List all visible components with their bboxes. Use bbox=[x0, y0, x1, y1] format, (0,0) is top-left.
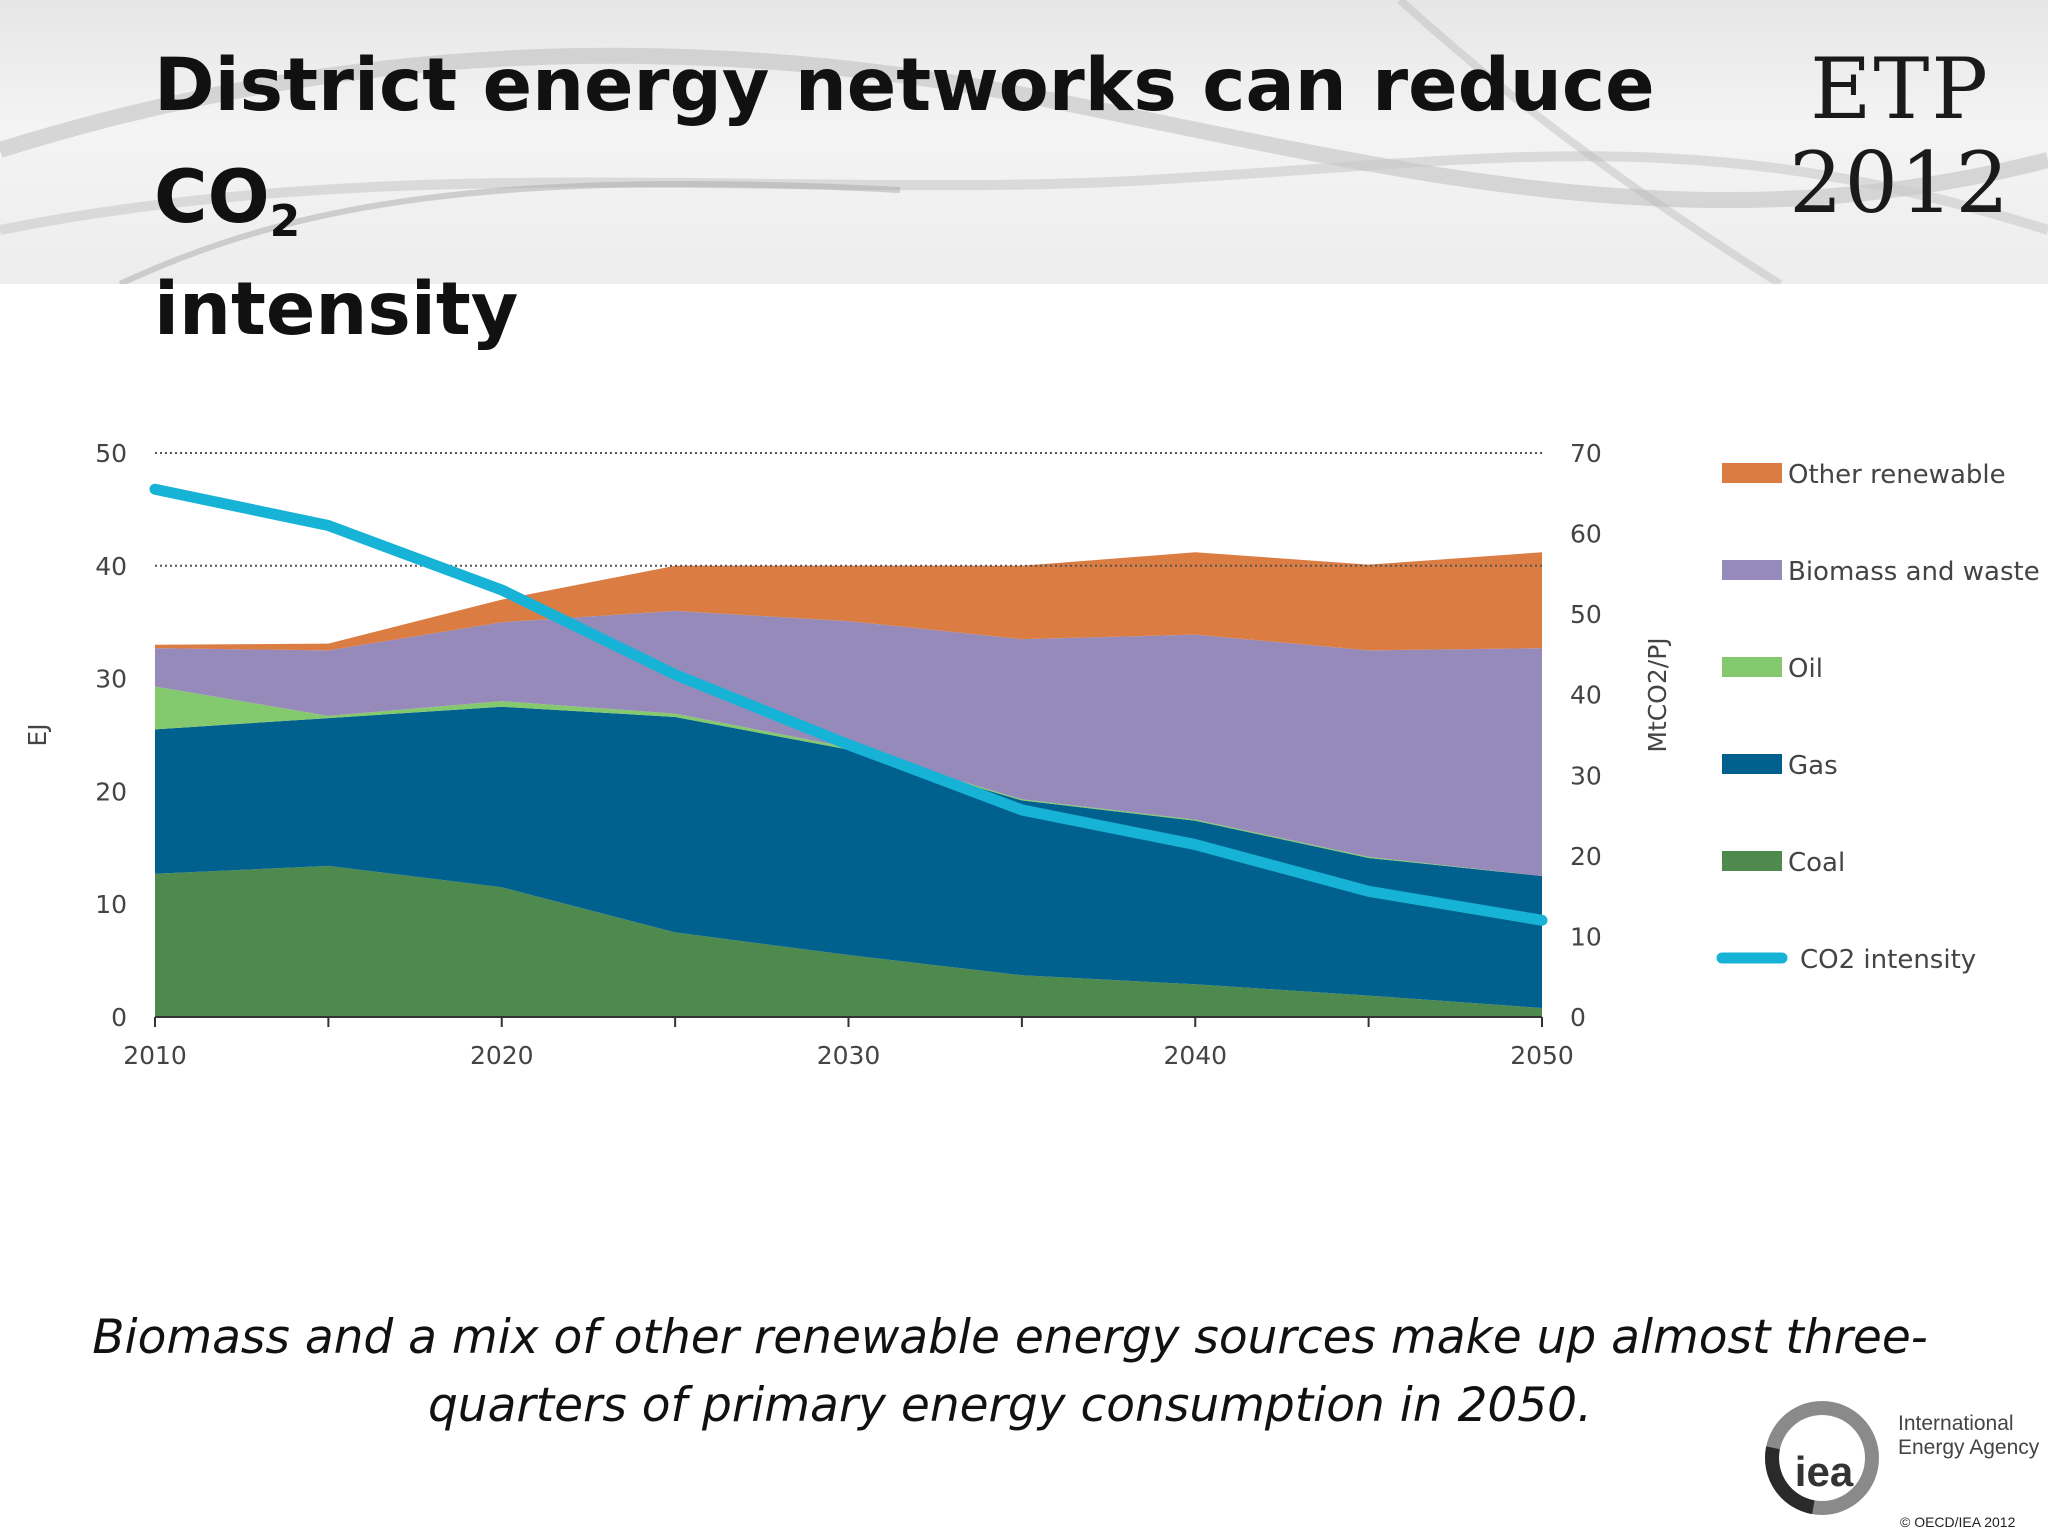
co2-intensity-point bbox=[674, 673, 677, 676]
chart-axes: 2010 2020 2030 2040 205001020304050010203040… bbox=[23, 439, 1672, 1070]
x-tick-label: 2050 bbox=[1510, 1041, 1574, 1070]
y2-tick-label: 30 bbox=[1570, 761, 1602, 790]
y2-tick-label: 0 bbox=[1570, 1003, 1586, 1032]
legend-label: Coal bbox=[1788, 848, 1845, 878]
title-text-line2: intensity bbox=[154, 267, 519, 352]
legend-label: Gas bbox=[1788, 751, 1838, 781]
banner-swoosh-decoration bbox=[0, 0, 2048, 284]
iea-logo: iea bbox=[1765, 1401, 1879, 1515]
legend-label: Oil bbox=[1788, 654, 1823, 684]
co2-intensity-point bbox=[1194, 843, 1197, 846]
y-tick-label: 30 bbox=[95, 665, 127, 694]
slide-caption: Biomass and a mix of other renewable ene… bbox=[92, 1310, 1928, 1433]
legend-swatch bbox=[1722, 560, 1782, 580]
co2-intensity-point bbox=[847, 743, 850, 746]
title-text: District energy networks can reduce CO bbox=[154, 43, 1655, 240]
x-tick-label: 2040 bbox=[1163, 1041, 1227, 1070]
legend-swatch bbox=[1722, 851, 1782, 871]
energy-mix-chart: 2010 2020 2030 2040 205001020304050010203040… bbox=[23, 439, 2040, 1070]
y-tick-label: 0 bbox=[111, 1003, 127, 1032]
y-axis-label: EJ bbox=[23, 723, 52, 746]
co2-intensity-point bbox=[154, 488, 156, 491]
iea-logo-mark: iea bbox=[1795, 1448, 1854, 1495]
co2-intensity-point bbox=[500, 588, 503, 591]
x-tick-label: 2020 bbox=[470, 1041, 534, 1070]
x-tick-label: 2010 bbox=[123, 1041, 187, 1070]
gridlines bbox=[155, 452, 1542, 567]
y-tick-label: 20 bbox=[95, 777, 127, 806]
area-coal bbox=[155, 865, 1542, 1017]
legend-label: CO2 intensity bbox=[1800, 945, 1976, 975]
legend-swatch bbox=[1722, 657, 1782, 677]
area-gas bbox=[155, 706, 1542, 1008]
legend-swatch bbox=[1722, 463, 1782, 483]
y2-tick-label: 20 bbox=[1570, 842, 1602, 871]
y2-tick-label: 70 bbox=[1570, 439, 1602, 468]
y2-axis-label: MtCO2/PJ bbox=[1643, 637, 1672, 752]
x-tick-label: 2030 bbox=[817, 1041, 881, 1070]
iea-logo-text-line2: Energy Agency bbox=[1898, 1436, 2040, 1459]
legend-label: Biomass and waste bbox=[1788, 557, 2040, 587]
y-tick-label: 40 bbox=[95, 552, 127, 581]
y2-tick-label: 60 bbox=[1570, 520, 1602, 549]
co2-intensity-point bbox=[1541, 919, 1543, 922]
page-title: District energy networks can reduce CO2 i… bbox=[154, 30, 1714, 366]
y2-tick-label: 40 bbox=[1570, 681, 1602, 710]
etp-badge-line2: 2012 bbox=[1789, 134, 2011, 232]
title-subscript: 2 bbox=[269, 196, 301, 247]
copyright: © OECD/IEA 2012 bbox=[1900, 1514, 2016, 1530]
iea-logo-text-line1: International bbox=[1898, 1412, 2014, 1435]
co2-intensity-line-group bbox=[149, 483, 1548, 926]
y2-tick-label: 50 bbox=[1570, 600, 1602, 629]
co2-intensity-point bbox=[1367, 890, 1370, 893]
legend-swatch bbox=[1722, 754, 1782, 774]
title-banner bbox=[0, 0, 2048, 284]
etp-badge: ETP 2012 bbox=[1780, 42, 2020, 230]
y2-tick-label: 10 bbox=[1570, 922, 1602, 951]
iea-logo-text: International Energy Agency bbox=[1898, 1412, 2039, 1460]
legend-label: Other renewable bbox=[1788, 460, 2006, 490]
area-other-renewable bbox=[155, 552, 1542, 651]
y-tick-label: 10 bbox=[95, 890, 127, 919]
co2-intensity-point bbox=[327, 524, 330, 527]
co2-intensity-point bbox=[1020, 808, 1023, 811]
etp-badge-line1: ETP bbox=[1810, 40, 1990, 138]
y-tick-label: 50 bbox=[95, 439, 127, 468]
stacked-areas bbox=[155, 552, 1542, 1017]
chart-legend: Other renewable Biomass and waste Oil Gas Co… bbox=[1716, 460, 2040, 975]
